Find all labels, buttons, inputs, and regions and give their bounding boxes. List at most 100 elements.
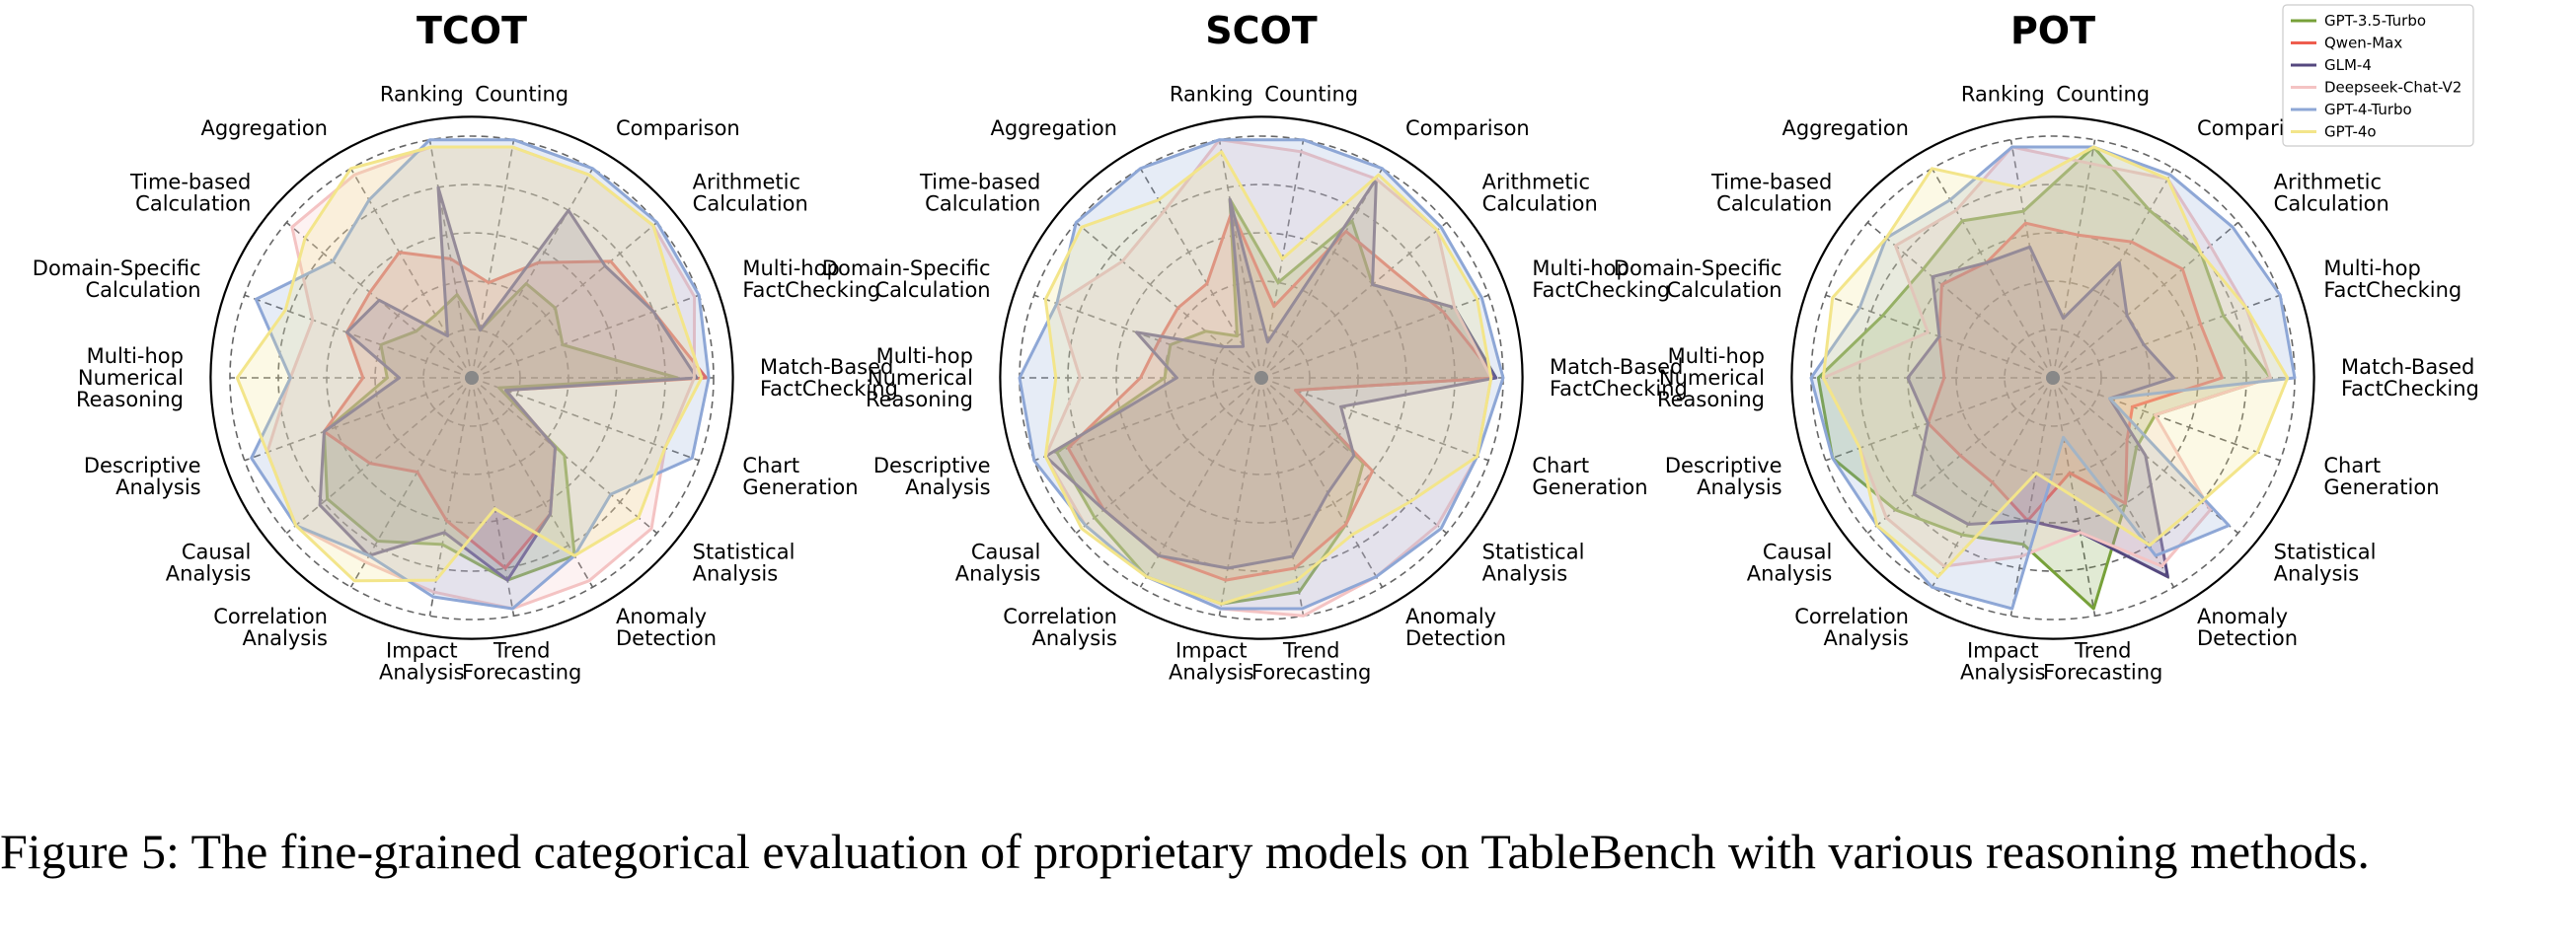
grid-spoke [1139,168,1262,379]
outer-frame [1790,115,2315,640]
grid-spoke [1033,377,1262,462]
series-gpt-4o [1043,150,1493,606]
grid-spoke [428,377,473,617]
axis-label-aggregation: Aggregation [990,116,1117,140]
axis-label-time-based-calculation: Time-based Calculation [919,170,1040,215]
axis-label-anomaly-detection: Anomaly Detection [2197,605,2298,650]
axis-label-statistical-analysis: Statistical Analysis [1482,541,1585,586]
axis-label-causal-analysis: Causal Analysis [1747,541,1833,586]
legend: GPT-3.5-Turbo Qwen-Max GLM-4 Deepseek-Chat-… [2282,4,2474,147]
grid-spoke [2052,294,2281,379]
chart-title: POT [2010,9,2095,52]
axis-label-trend-forecasting: Trend Forecasting [1251,639,1371,685]
grid-spoke [471,168,594,379]
axis-label-counting: Counting [1264,82,1358,106]
series-gpt-4o [1821,145,2290,579]
grid-spoke [1825,377,2054,462]
grid-spoke [471,294,700,379]
grid-spoke [2009,377,2054,617]
axis-label-comparison: Comparison [1405,116,1530,140]
grid-spoke [2052,221,2239,379]
grid-spoke [1931,168,2054,379]
figure-caption: Figure 5: The fine-grained categorical e… [0,824,2370,879]
axis-label-multi-hop-numerical-reasoning: Multi-hop Numerical Reasoning [76,344,184,411]
grid-spoke [349,377,473,588]
grid-spoke [1139,377,1262,588]
series-qwen-max [1066,209,1498,582]
axis-label-descriptive-analysis: Descriptive Analysis [1665,454,1782,499]
center-dot [2046,371,2060,385]
axis-label-multi-hop-factchecking: Multi-hop FactChecking [1532,256,1670,302]
grid-spoke [2009,139,2054,379]
grid-spoke [2052,139,2096,379]
axis-label-descriptive-analysis: Descriptive Analysis [873,454,991,499]
axis-label-descriptive-analysis: Descriptive Analysis [84,454,201,499]
center-dot [1254,371,1268,385]
axis-label-aggregation: Aggregation [200,116,328,140]
grid-spoke [471,377,515,617]
axis-label-comparison: Comparison [616,116,740,140]
axis-label-match-based-factchecking: Match-Based FactChecking [1550,355,1688,401]
grid-spoke [244,294,473,379]
grid-spoke [1218,377,1262,617]
axis-label-causal-analysis: Causal Analysis [955,541,1041,586]
axis-label-correlation-analysis: Correlation Analysis [1003,605,1117,650]
legend-entry-gpt-3-5-turbo: GPT-3.5-Turbo [2324,12,2426,30]
axis-label-multi-hop-numerical-reasoning: Multi-hop Numerical Reasoning [866,344,973,411]
axis-label-chart-generation: Chart Generation [2323,454,2439,499]
axis-label-impact-analysis: Impact Analysis [379,639,465,685]
axis-label-impact-analysis: Impact Analysis [1960,639,2046,685]
grid-spoke [1260,377,1489,462]
legend-entry-gpt-4o: GPT-4o [2324,123,2377,141]
axis-label-domain-specific-calculation: Domain-Specific Calculation [33,256,201,302]
grid-spoke [1033,294,1262,379]
legend-entry-qwen-max: Qwen-Max [2324,35,2402,52]
grid-spoke [1260,294,1489,379]
axis-label-arithmetic-calculation: Arithmetic Calculation [1482,170,1598,215]
grid-spoke [1260,221,1448,379]
axis-label-multi-hop-factchecking: Multi-hop FactChecking [2323,256,2462,302]
grid-spoke [1260,377,1305,617]
axis-label-trend-forecasting: Trend Forecasting [2043,639,2162,685]
series-glm-4 [318,185,699,582]
grid-spoke [471,377,700,462]
outer-frame [209,115,734,640]
axis-label-time-based-calculation: Time-based Calculation [129,170,251,215]
grid-spoke [1075,221,1262,379]
chart-title: TCOT [417,9,527,52]
axis-label-time-based-calculation: Time-based Calculation [1710,170,1832,215]
axis-label-ranking: Ranking [380,82,464,106]
grid-spoke [1218,139,1262,379]
axis-label-correlation-analysis: Correlation Analysis [1794,605,1909,650]
axis-label-chart-generation: Chart Generation [1532,454,1647,499]
axis-label-chart-generation: Chart Generation [742,454,858,499]
radar-chart-scot: SCOT Match-Based FactChecking Multi-hop Fact… [822,9,1688,685]
axis-label-anomaly-detection: Anomaly Detection [1405,605,1506,650]
chart-title: SCOT [1205,9,1318,52]
axis-label-domain-specific-calculation: Domain-Specific Calculation [1614,256,1782,302]
axis-label-statistical-analysis: Statistical Analysis [2274,541,2377,586]
axis-label-match-based-factchecking: Match-Based FactChecking [2341,355,2479,401]
axis-label-multi-hop-factchecking: Multi-hop FactChecking [742,256,880,302]
grid-spoke [1075,377,1262,535]
axis-label-correlation-analysis: Correlation Analysis [213,605,328,650]
axis-label-counting: Counting [475,82,568,106]
axis-label-trend-forecasting: Trend Forecasting [462,639,581,685]
axis-label-multi-hop-numerical-reasoning: Multi-hop Numerical Reasoning [1657,344,1765,411]
grid-spoke [1260,168,1384,379]
axis-label-domain-specific-calculation: Domain-Specific Calculation [822,256,991,302]
axis-label-ranking: Ranking [1170,82,1253,106]
center-dot [465,371,479,385]
axis-label-causal-analysis: Causal Analysis [166,541,252,586]
series-qwen-max [1926,221,2224,523]
grid-spoke [1866,221,2054,379]
axis-label-counting: Counting [2056,82,2150,106]
axis-label-arithmetic-calculation: Arithmetic Calculation [2274,170,2389,215]
axis-label-impact-analysis: Impact Analysis [1169,639,1254,685]
grid-spoke [1260,377,1384,588]
radar-chart-pot: POT Match-Based FactChecking Multi-hop FactC… [1614,9,2479,685]
grid-spoke [471,377,594,588]
outer-frame [999,115,1524,640]
grid-spoke [2052,168,2175,379]
